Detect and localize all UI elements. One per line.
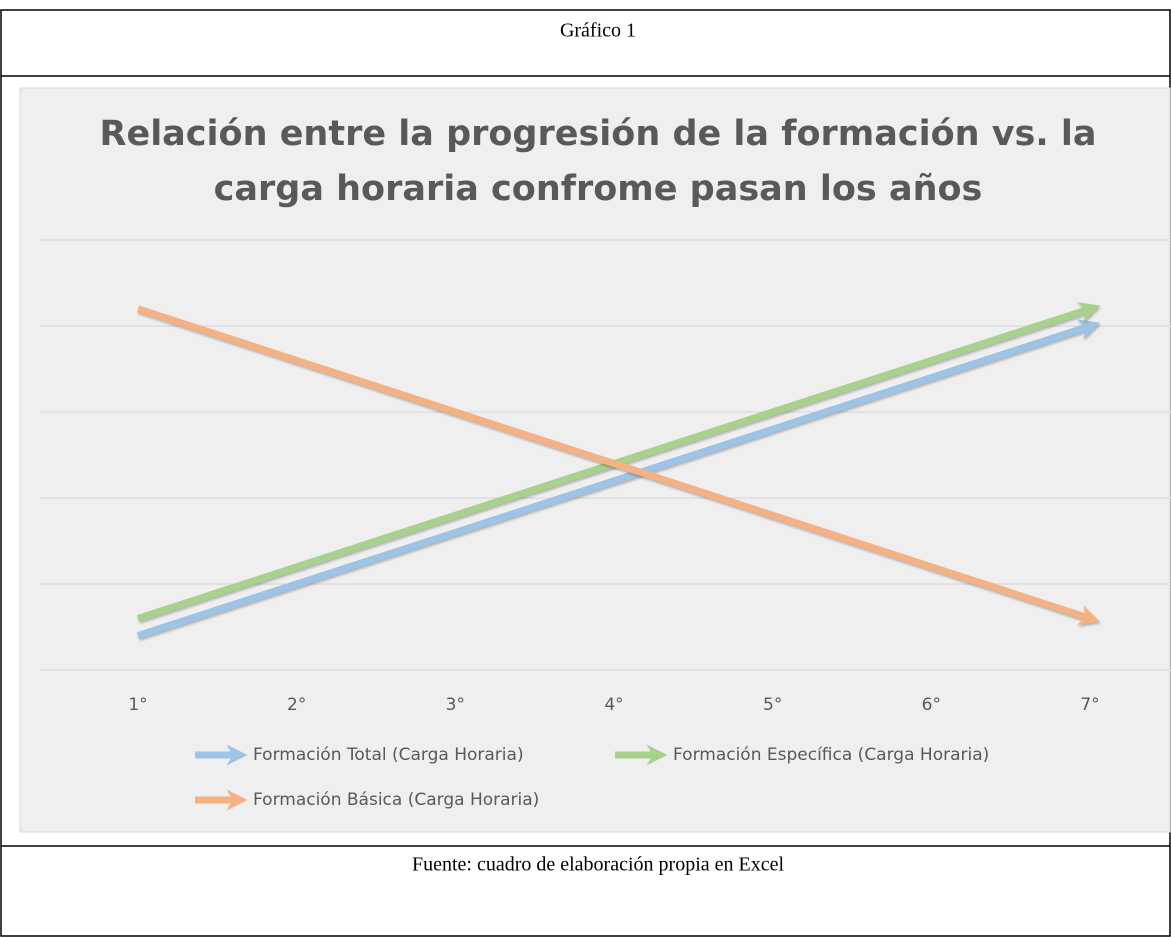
legend-label: Formación Total (Carga Horaria) — [253, 745, 524, 765]
x-tick-label: 7° — [1080, 695, 1099, 715]
x-tick-label: 3° — [446, 695, 465, 715]
x-tick-label: 6° — [922, 695, 941, 715]
caption: Gráfico 1 — [560, 20, 636, 42]
series-line — [136, 305, 1100, 626]
chart-title: Relación entre la progresión de la forma… — [100, 114, 1097, 154]
x-tick-label: 5° — [763, 695, 782, 715]
source: Fuente: cuadro de elaboración propia en … — [412, 854, 785, 876]
series-line — [136, 319, 1100, 639]
x-tick-label: 4° — [604, 695, 623, 715]
x-tick-label: 1° — [128, 695, 147, 715]
x-tick-label: 2° — [287, 695, 306, 715]
chart-title: carga horaria confrome pasan los años — [214, 169, 983, 209]
legend-label: Formación Básica (Carga Horaria) — [253, 790, 539, 810]
legend-label: Formación Específica (Carga Horaria) — [673, 745, 989, 765]
